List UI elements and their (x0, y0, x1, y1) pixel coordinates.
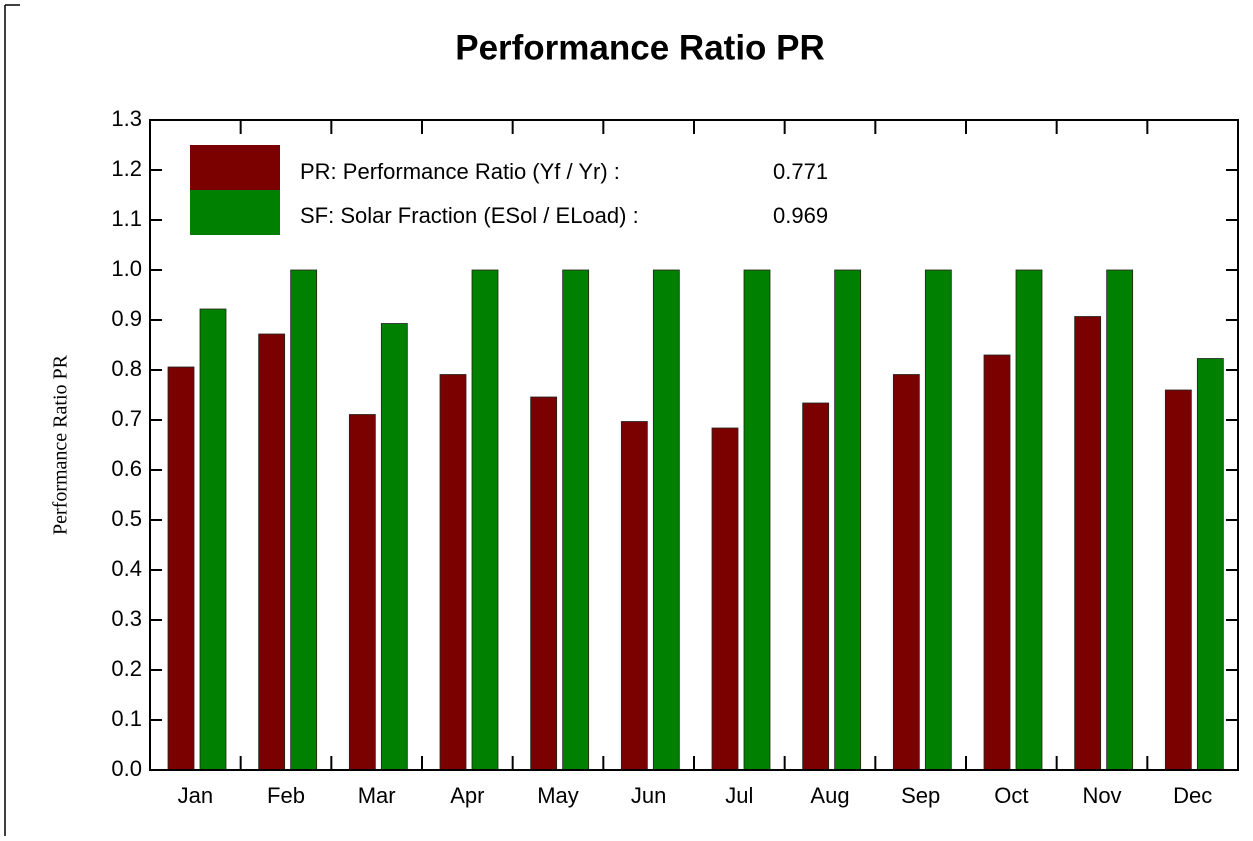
bar (290, 269, 318, 771)
y-tick-label: 1.2 (111, 156, 142, 181)
bar (983, 354, 1011, 771)
y-tick-label: 1.0 (111, 256, 142, 281)
x-tick-label: Sep (901, 783, 940, 808)
legend-label: PR: Performance Ratio (Yf / Yr) : (300, 159, 620, 184)
bar (620, 421, 648, 771)
x-tick-label: Feb (267, 783, 305, 808)
bar (530, 396, 558, 771)
legend-value: 0.771 (773, 159, 828, 184)
y-tick-label: 1.1 (111, 206, 142, 231)
x-tick-label: Mar (358, 783, 396, 808)
legend-label: SF: Solar Fraction (ESol / ELoad) : (300, 203, 639, 228)
bar (258, 333, 286, 771)
bar (1015, 269, 1043, 771)
bar (892, 374, 920, 771)
x-tick-label: Dec (1173, 783, 1212, 808)
y-tick-label: 0.3 (111, 606, 142, 631)
legend-swatch (190, 145, 280, 190)
legend-swatch (190, 190, 280, 235)
bar (562, 269, 590, 771)
bar (924, 269, 952, 771)
x-tick-label: May (537, 783, 579, 808)
y-axis-label: Performance Ratio PR (50, 354, 72, 535)
bar (167, 366, 195, 771)
plot-frame (149, 119, 1239, 771)
bar (834, 269, 862, 771)
y-tick-label: 0.1 (111, 706, 142, 731)
legend-value: 0.969 (773, 203, 828, 228)
bar (439, 374, 467, 771)
bar (348, 414, 376, 771)
bar (1164, 389, 1192, 771)
y-tick-label: 0.5 (111, 506, 142, 531)
y-tick-label: 0.8 (111, 356, 142, 381)
y-tick-label: 0.9 (111, 306, 142, 331)
x-tick-label: Jun (631, 783, 666, 808)
x-tick-label: Oct (994, 783, 1028, 808)
bar (380, 323, 408, 771)
bar (652, 269, 680, 771)
x-tick-label: Jul (725, 783, 753, 808)
bar (199, 308, 227, 771)
y-tick-label: 0.7 (111, 406, 142, 431)
bar (743, 269, 771, 771)
y-tick-label: 0.0 (111, 756, 142, 781)
chart-title: Performance Ratio PR (455, 28, 825, 67)
bar (1106, 269, 1134, 771)
x-tick-label: Jan (178, 783, 213, 808)
bar (711, 427, 739, 771)
x-tick-label: Nov (1082, 783, 1121, 808)
y-tick-label: 0.2 (111, 656, 142, 681)
bar (1196, 358, 1224, 771)
x-tick-label: Apr (450, 783, 484, 808)
y-tick-label: 0.4 (111, 556, 142, 581)
x-tick-label: Aug (810, 783, 849, 808)
bar (802, 402, 830, 771)
y-tick-label: 0.6 (111, 456, 142, 481)
bar (1074, 316, 1102, 771)
bar (471, 269, 499, 771)
y-tick-label: 1.3 (111, 106, 142, 131)
